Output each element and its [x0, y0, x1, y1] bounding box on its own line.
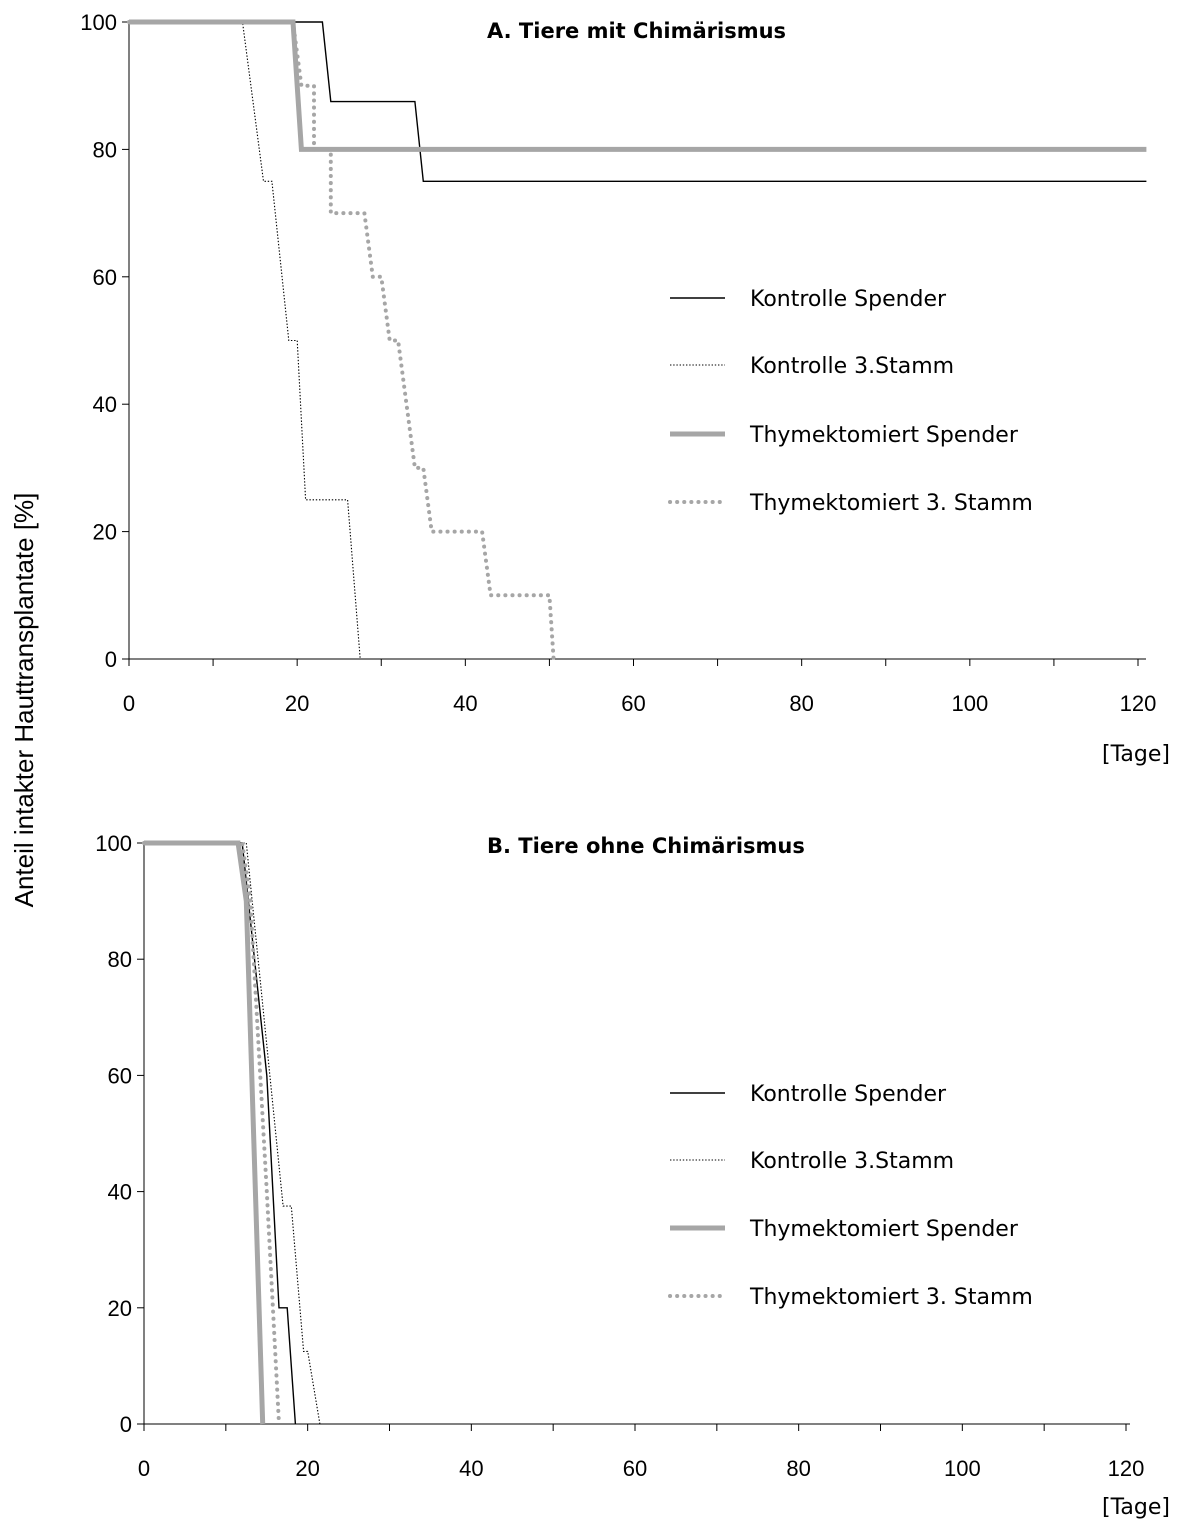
x-tick-label: 120: [1108, 1456, 1145, 1481]
x-tick-label: 100: [951, 691, 988, 716]
y-tick-label: 20: [108, 1296, 132, 1321]
series-line-1: [129, 21, 1147, 183]
series-line-2: [129, 21, 361, 660]
series-line-3: [129, 19, 1147, 152]
legend-label: Kontrolle 3.Stamm: [750, 354, 954, 379]
legend-label: Thymektomiert 3. Stamm: [749, 491, 1033, 516]
y-tick-label: 80: [93, 137, 117, 162]
legend-label: Thymektomiert Spender: [749, 423, 1019, 448]
y-tick-label: 100: [95, 831, 132, 856]
y-tick-label: 60: [93, 265, 117, 290]
y-tick-label: 40: [93, 392, 117, 417]
x-axis-unit-label: [Tage]: [1102, 742, 1170, 767]
x-tick-label: 80: [786, 1456, 810, 1481]
x-tick-label: 80: [789, 691, 813, 716]
y-tick-label: 100: [80, 10, 117, 35]
series-line-4: [127, 20, 556, 661]
x-tick-label: 0: [138, 1456, 150, 1481]
legend-label: Kontrolle Spender: [750, 287, 947, 312]
x-tick-label: 20: [285, 691, 309, 716]
series-line-3: [144, 840, 266, 1425]
series-line-2: [144, 842, 321, 1425]
x-tick-label: 0: [123, 691, 135, 716]
legend-label: Thymektomiert 3. Stamm: [749, 1285, 1033, 1310]
x-tick-label: 40: [453, 691, 477, 716]
series-line-4: [142, 841, 281, 1426]
y-tick-label: 20: [93, 520, 117, 545]
legend-label: Thymektomiert Spender: [749, 1217, 1019, 1242]
x-tick-label: 40: [459, 1456, 483, 1481]
x-tick-label: 20: [295, 1456, 319, 1481]
panel-b: 0 20 40 60 80 100 0 20 40 60 80 100 120 B. Tiere ohne…: [95, 831, 1170, 1520]
panel-title: B. Tiere ohne Chimärismus: [487, 834, 805, 858]
y-tick-label: 0: [105, 647, 117, 672]
panel-title: A. Tiere mit Chimärismus: [487, 19, 786, 43]
legend-label: Kontrolle Spender: [750, 1082, 947, 1107]
x-tick-label: 120: [1120, 691, 1157, 716]
series-line-1: [144, 842, 297, 1425]
y-tick-label: 40: [108, 1180, 132, 1205]
x-tick-label: 60: [621, 691, 645, 716]
y-tick-label: 60: [108, 1063, 132, 1088]
y-tick-label: 0: [120, 1412, 132, 1437]
y-tick-label: 80: [108, 947, 132, 972]
x-tick-label: 60: [623, 1456, 647, 1481]
panel-a: 0 20 40 60 80 100 0 20 40 60 80 100 120 A. Tiere mit …: [80, 10, 1170, 767]
x-tick-label: 100: [944, 1456, 981, 1481]
legend-label: Kontrolle 3.Stamm: [750, 1149, 954, 1174]
x-axis-unit-label: [Tage]: [1102, 1495, 1170, 1520]
y-axis-label: Anteil intakter Hauttransplantate [%]: [9, 493, 39, 908]
